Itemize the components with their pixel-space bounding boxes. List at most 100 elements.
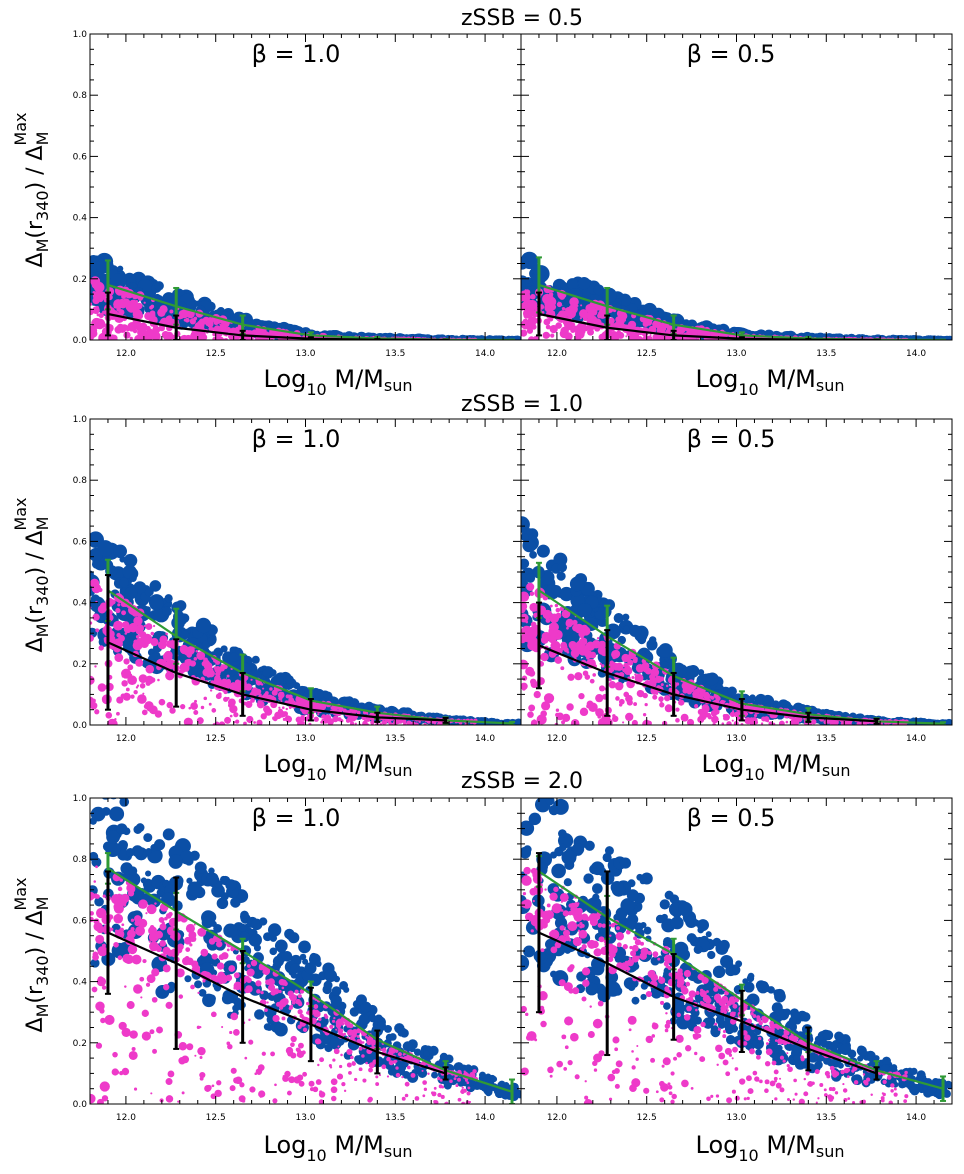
scatter-point-magenta — [135, 302, 143, 310]
scatter-point-blue — [566, 278, 579, 290]
scatter-point-magenta — [686, 718, 695, 725]
scatter-point-magenta — [625, 335, 628, 338]
scatter-point-blue — [618, 293, 632, 307]
scatter-point-magenta — [526, 295, 531, 300]
scatter-point-magenta — [657, 334, 662, 339]
scatter-point-magenta — [731, 719, 734, 722]
scatter-point-blue — [559, 586, 574, 602]
scatter-point-magenta — [561, 609, 571, 619]
y-axis-label-part: 340 — [33, 190, 52, 221]
scatter-point-magenta — [132, 640, 143, 651]
scatter-point-blue — [195, 617, 212, 634]
scatter-point-magenta — [544, 609, 552, 617]
y-axis-label-part: ) / Δ — [23, 530, 48, 575]
scatter-point-magenta — [116, 696, 124, 704]
scatter-point-magenta — [857, 722, 861, 725]
scatter-point-magenta — [136, 684, 140, 687]
scatter-point-blue — [623, 625, 630, 632]
scatter-point-magenta — [622, 668, 627, 673]
scatter-point-magenta — [575, 640, 585, 651]
scatter-point-magenta — [165, 632, 168, 636]
y-tick-label: 1.0 — [73, 30, 88, 40]
scatter-point-magenta — [166, 652, 172, 658]
scatter-point-magenta — [559, 606, 564, 612]
scatter-point-magenta — [597, 309, 608, 319]
scatter-point-magenta — [124, 632, 128, 635]
y-axis-label-part: Δ — [23, 1017, 48, 1032]
row-title-0: zSSB = 0.5 — [461, 6, 583, 31]
scatter-point-magenta — [531, 722, 534, 725]
y-axis-label-2: ΔM(r340) / ΔMMax — [11, 878, 52, 1033]
scatter-point-magenta — [533, 690, 541, 699]
y-axis-label-part: Max — [11, 498, 30, 531]
scatter-point-magenta — [133, 616, 143, 626]
scatter-point-magenta — [561, 713, 571, 722]
scatter-point-magenta — [774, 714, 777, 717]
scatter-point-magenta — [627, 659, 634, 666]
scatter-point-magenta — [169, 309, 174, 314]
scatter-point-blue — [349, 698, 360, 709]
scatter-point-magenta — [398, 719, 404, 724]
scatter-point-magenta — [189, 318, 196, 325]
panel-1-0: 0.00.20.40.60.81.012.0 12.5 13.0 13.5 14.0β … — [73, 415, 522, 744]
scatter-point-magenta — [188, 706, 192, 710]
scatter-point-magenta — [549, 613, 560, 624]
x-tick-label: 13.0 — [295, 349, 315, 359]
scatter-point-blue — [569, 576, 585, 592]
scatter-point-magenta — [213, 666, 217, 670]
scatter-point-magenta — [257, 700, 261, 704]
scatter-point-magenta — [652, 334, 657, 339]
scatter-point-magenta — [527, 308, 536, 317]
scatter-point-magenta — [136, 312, 144, 320]
scatter-point-blue — [593, 284, 605, 296]
scatter-point-magenta — [578, 630, 586, 638]
scatter-point-magenta — [540, 636, 549, 644]
scatter-point-blue — [251, 655, 260, 664]
scatter-point-magenta — [121, 610, 127, 616]
scatter-point-magenta — [113, 620, 124, 631]
scatter-point-blue — [129, 574, 137, 583]
scatter-point-magenta — [295, 696, 303, 703]
scatter-point-magenta — [113, 304, 118, 309]
scatter-point-magenta — [687, 685, 695, 693]
scatter-point-magenta — [623, 691, 630, 698]
scatter-point-magenta — [678, 699, 685, 706]
y-tick-label: 0.0 — [73, 336, 88, 346]
scatter-point-blue — [180, 630, 190, 640]
scatter-point-magenta — [123, 331, 131, 339]
scatter-point-magenta — [301, 699, 305, 702]
scatter-point-magenta — [279, 713, 284, 718]
scatter-point-magenta — [154, 710, 163, 718]
scatter-point-magenta — [223, 696, 229, 702]
scatter-point-magenta — [589, 651, 597, 659]
scatter-point-magenta — [218, 336, 224, 340]
scatter-point-magenta — [574, 672, 583, 681]
scatter-point-blue — [649, 636, 657, 644]
scatter-point-magenta — [138, 674, 148, 684]
scatter-point-blue — [613, 612, 624, 624]
scatter-point-magenta — [658, 696, 664, 702]
scatter-point-magenta — [688, 337, 692, 340]
scatter-point-magenta — [544, 297, 555, 308]
scatter-point-magenta — [125, 687, 130, 692]
scatter-point-magenta — [624, 664, 631, 671]
scatter-point-magenta — [186, 646, 195, 655]
scatter-point-magenta — [644, 702, 648, 707]
scatter-point-magenta — [164, 335, 171, 340]
error-bar-black — [670, 329, 677, 340]
scatter-point-magenta — [621, 653, 630, 663]
scatter-point-magenta — [90, 702, 98, 710]
scatter-point-magenta — [642, 320, 649, 328]
scatter-point-blue — [658, 643, 673, 658]
scatter-point-magenta — [641, 662, 650, 671]
scatter-point-magenta — [608, 317, 615, 325]
scatter-point-magenta — [229, 682, 238, 691]
scatter-point-magenta — [93, 281, 105, 293]
scatter-point-magenta — [633, 702, 638, 706]
scatter-point-magenta — [92, 613, 100, 621]
scatter-point-magenta — [143, 634, 153, 645]
scatter-point-magenta — [829, 719, 836, 725]
scatter-point-magenta — [710, 710, 718, 717]
scatter-point-magenta — [527, 636, 538, 647]
